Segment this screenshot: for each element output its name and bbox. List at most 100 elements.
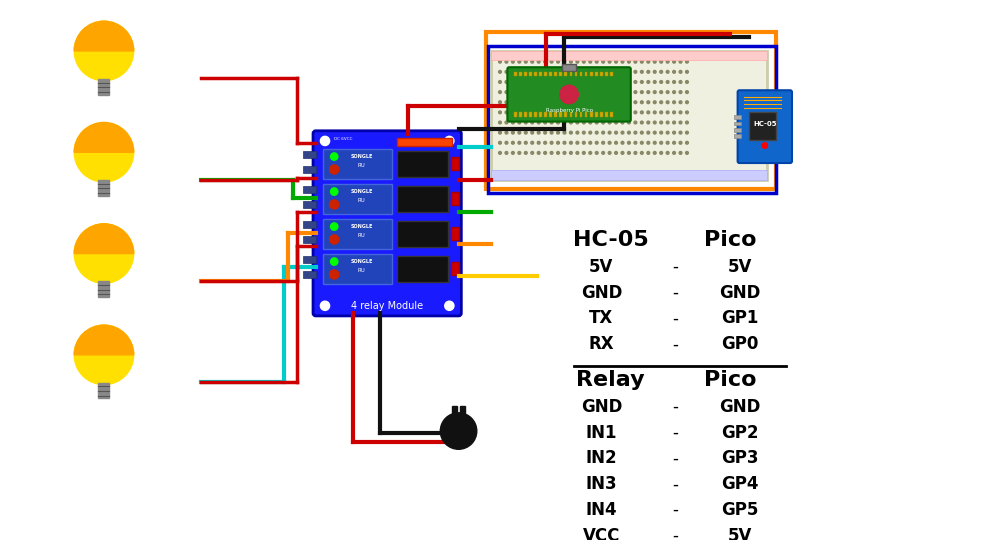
Circle shape [557, 121, 559, 124]
Circle shape [595, 141, 598, 144]
Circle shape [686, 111, 688, 114]
Circle shape [660, 121, 663, 124]
Bar [451, 157, 459, 171]
Circle shape [647, 121, 650, 124]
Bar [605, 112, 608, 117]
Circle shape [524, 60, 527, 63]
Circle shape [531, 111, 534, 114]
Bar [514, 72, 517, 77]
Text: DC 6VCC: DC 6VCC [334, 137, 353, 141]
Circle shape [634, 70, 637, 73]
Circle shape [686, 80, 688, 83]
Circle shape [531, 141, 534, 144]
Bar [539, 72, 542, 77]
Circle shape [505, 60, 508, 63]
Text: -: - [672, 335, 678, 353]
Circle shape [544, 141, 547, 144]
Circle shape [582, 152, 585, 154]
Bar [303, 256, 316, 264]
Circle shape [660, 101, 663, 104]
Bar [734, 115, 741, 119]
Circle shape [634, 80, 637, 83]
Bar [519, 72, 522, 77]
Circle shape [537, 91, 540, 93]
Bar [529, 72, 532, 77]
Circle shape [499, 131, 501, 134]
Text: GP1: GP1 [721, 309, 758, 327]
Circle shape [570, 111, 572, 114]
Circle shape [602, 131, 605, 134]
Circle shape [512, 152, 514, 154]
Text: GND: GND [719, 398, 760, 416]
Text: SONGLE: SONGLE [351, 224, 373, 229]
Circle shape [653, 131, 656, 134]
Circle shape [679, 101, 682, 104]
Circle shape [589, 60, 592, 63]
Circle shape [673, 111, 675, 114]
Circle shape [595, 101, 598, 104]
Bar [544, 72, 547, 77]
Circle shape [686, 131, 688, 134]
Circle shape [640, 60, 643, 63]
Circle shape [544, 70, 547, 73]
Circle shape [570, 60, 572, 63]
Circle shape [576, 80, 579, 83]
Circle shape [640, 91, 643, 93]
Circle shape [440, 413, 477, 449]
Circle shape [589, 152, 592, 154]
Circle shape [660, 131, 663, 134]
Circle shape [686, 141, 688, 144]
Circle shape [445, 136, 454, 145]
Circle shape [608, 101, 611, 104]
Circle shape [628, 80, 630, 83]
Circle shape [512, 60, 514, 63]
Circle shape [557, 60, 559, 63]
Circle shape [634, 91, 637, 93]
Circle shape [524, 111, 527, 114]
Circle shape [550, 101, 553, 104]
Circle shape [640, 131, 643, 134]
Circle shape [74, 224, 134, 284]
Text: -: - [672, 284, 678, 302]
Circle shape [563, 101, 566, 104]
Circle shape [673, 101, 675, 104]
Circle shape [679, 131, 682, 134]
Text: Raspberry Pi Pico: Raspberry Pi Pico [546, 109, 593, 113]
Bar [570, 72, 572, 77]
Bar [575, 72, 577, 77]
Circle shape [621, 60, 624, 63]
Circle shape [499, 101, 501, 104]
Bar [303, 151, 316, 158]
Bar [534, 112, 537, 117]
Circle shape [647, 141, 650, 144]
Circle shape [582, 101, 585, 104]
Circle shape [615, 131, 617, 134]
Text: -: - [672, 424, 678, 442]
Circle shape [660, 111, 663, 114]
Circle shape [602, 91, 605, 93]
Circle shape [679, 60, 682, 63]
Bar [397, 256, 448, 282]
Text: GP4: GP4 [721, 475, 758, 493]
Circle shape [505, 111, 508, 114]
Circle shape [576, 152, 579, 154]
Circle shape [570, 101, 572, 104]
Bar [303, 236, 316, 243]
Circle shape [621, 80, 624, 83]
Circle shape [608, 152, 611, 154]
Circle shape [512, 91, 514, 93]
Circle shape [518, 111, 521, 114]
Circle shape [499, 141, 501, 144]
Bar [488, 46, 776, 193]
Bar [734, 122, 741, 125]
Bar [610, 112, 613, 117]
Circle shape [557, 152, 559, 154]
Circle shape [524, 121, 527, 124]
Circle shape [563, 111, 566, 114]
Bar [590, 112, 593, 117]
Circle shape [628, 101, 630, 104]
Bar [610, 72, 613, 77]
Circle shape [582, 131, 585, 134]
Circle shape [524, 91, 527, 93]
Bar [534, 72, 537, 77]
